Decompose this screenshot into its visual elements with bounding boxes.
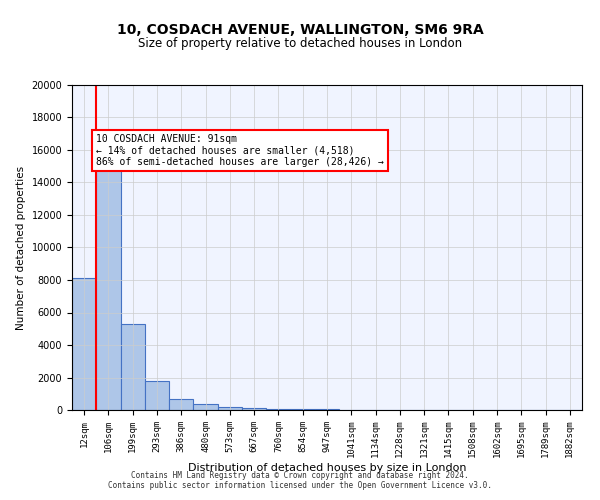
Bar <box>96 140 121 410</box>
Bar <box>72 278 96 410</box>
Text: Contains HM Land Registry data © Crown copyright and database right 2024.
Contai: Contains HM Land Registry data © Crown c… <box>108 470 492 490</box>
Bar <box>218 407 242 410</box>
Text: 10, COSDACH AVENUE, WALLINGTON, SM6 9RA: 10, COSDACH AVENUE, WALLINGTON, SM6 9RA <box>116 22 484 36</box>
Bar <box>169 398 193 410</box>
Bar <box>121 324 145 410</box>
Bar <box>145 381 169 410</box>
Text: 10 COSDACH AVENUE: 91sqm
← 14% of detached houses are smaller (4,518)
86% of sem: 10 COSDACH AVENUE: 91sqm ← 14% of detach… <box>96 134 384 167</box>
Bar <box>290 409 315 410</box>
Bar <box>266 408 290 410</box>
Bar <box>193 404 218 410</box>
Bar <box>242 408 266 410</box>
Text: Size of property relative to detached houses in London: Size of property relative to detached ho… <box>138 38 462 51</box>
Y-axis label: Number of detached properties: Number of detached properties <box>16 166 26 330</box>
X-axis label: Distribution of detached houses by size in London: Distribution of detached houses by size … <box>188 463 466 473</box>
